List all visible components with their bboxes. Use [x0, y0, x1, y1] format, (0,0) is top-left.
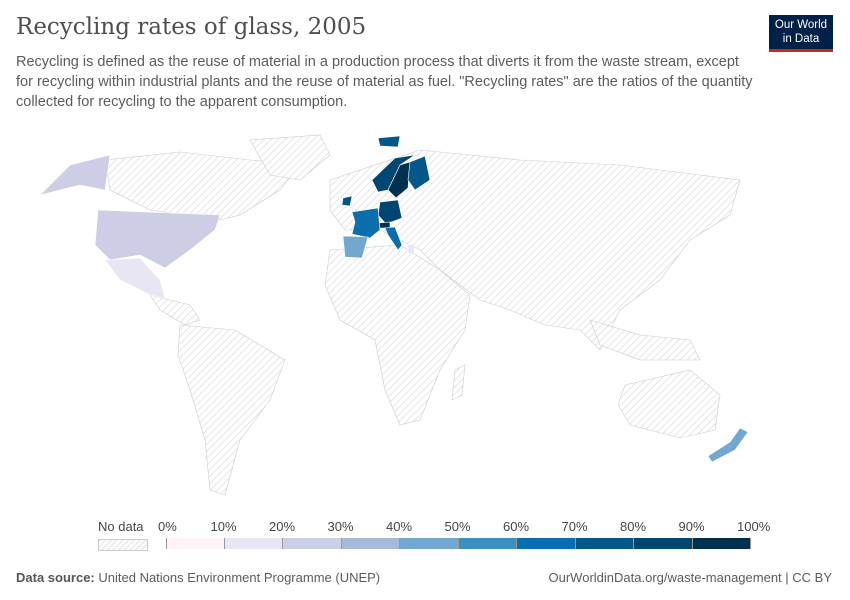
legend-bin[interactable]: [224, 538, 283, 549]
owid-logo[interactable]: Our World in Data: [769, 15, 833, 52]
central-america[interactable]: [149, 294, 201, 326]
south-america[interactable]: [177, 324, 286, 496]
legend-tick-label: 20%: [269, 519, 296, 534]
source-url[interactable]: OurWorldinData.org/waste-management | CC…: [548, 570, 832, 585]
world-map[interactable]: [0, 120, 850, 510]
page-title: Recycling rates of glass, 2005: [16, 14, 367, 40]
legend-tick-label: 50%: [444, 519, 471, 534]
country-italy[interactable]: [384, 226, 403, 251]
country-usa[interactable]: [94, 209, 221, 269]
legend-tick-label: 80%: [620, 519, 647, 534]
australia[interactable]: [617, 369, 721, 439]
country-finland[interactable]: [407, 155, 431, 191]
legend-bin[interactable]: [517, 538, 576, 549]
madagascar[interactable]: [451, 364, 466, 401]
legend-no-data-label: No data: [98, 519, 144, 534]
country-canada[interactable]: [39, 154, 111, 196]
legend-bin[interactable]: [458, 538, 517, 549]
legend-tick-label: 100%: [737, 519, 771, 534]
southeast-asia[interactable]: [589, 319, 701, 361]
legend-bin[interactable]: [341, 538, 400, 549]
legend-no-data-swatch: [98, 539, 148, 551]
data-source: Data source: United Nations Environment …: [16, 570, 381, 585]
legend-tick-label: 30%: [327, 519, 354, 534]
country-france[interactable]: [351, 207, 381, 239]
legend-tick-label: 0%: [158, 519, 177, 534]
legend-tick-label: 60%: [503, 519, 530, 534]
legend-bin[interactable]: [634, 538, 693, 549]
greenland[interactable]: [249, 134, 331, 181]
legend-bin[interactable]: [575, 538, 634, 549]
country-greece[interactable]: [407, 243, 416, 256]
eurasia-nodata[interactable]: [329, 149, 741, 351]
country-new-zealand[interactable]: [707, 427, 749, 463]
legend-tick-label: 10%: [210, 519, 237, 534]
legend-bin[interactable]: [283, 538, 342, 549]
map-legend: No data 0% 10% 20% 30% 40% 50% 60% 70% 80% 90% 100…: [0, 515, 850, 555]
legend-bin[interactable]: [692, 538, 751, 549]
north-america-nodata[interactable]: [104, 151, 301, 221]
legend-bin[interactable]: [166, 538, 225, 549]
legend-tick-label: 90%: [678, 519, 705, 534]
africa[interactable]: [324, 244, 471, 426]
legend-tick-label: 40%: [386, 519, 413, 534]
country-iceland[interactable]: [377, 135, 401, 148]
country-mexico[interactable]: [104, 257, 166, 299]
legend-bin[interactable]: [400, 538, 459, 549]
country-spain[interactable]: [342, 235, 369, 259]
country-ireland[interactable]: [341, 195, 353, 207]
legend-tick-label: 70%: [561, 519, 588, 534]
subtitle: Recycling is defined as the reuse of mat…: [16, 54, 753, 110]
